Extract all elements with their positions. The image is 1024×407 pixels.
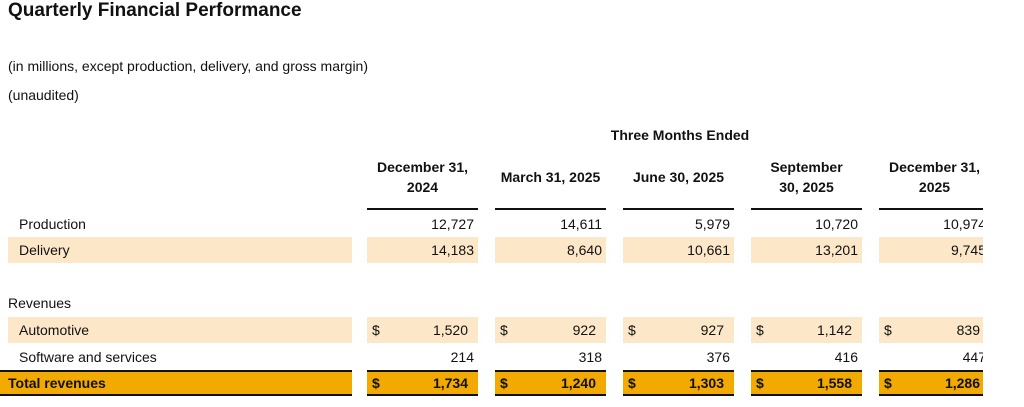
cell-value: 14,611 [560, 216, 602, 232]
currency-symbol: $ [884, 322, 892, 338]
cell-value: 10,661 [687, 242, 730, 258]
note: (in millions, except production, deliver… [8, 58, 369, 74]
cell-value: 318 [578, 349, 602, 365]
cell-band [367, 237, 478, 263]
currency-symbol: $ [884, 375, 892, 391]
cell-value: 927 [700, 322, 724, 338]
column-header: December 31, 2024 [367, 146, 478, 210]
cell-value: 13,201 [815, 242, 858, 258]
cell-band [495, 317, 606, 343]
cell-value: 214 [450, 349, 474, 365]
row-label: Production [19, 216, 86, 232]
column-header-text: September 30, 2025 [770, 159, 843, 195]
row-label: Software and services [19, 349, 157, 365]
column-header: March 31, 2025 [495, 146, 606, 210]
cell-value: 1,520 [432, 322, 468, 338]
cell-band [495, 370, 606, 396]
column-header: September 30, 2025 [751, 146, 862, 210]
cell-value: 8,640 [566, 242, 602, 258]
cell-value: 1,142 [816, 322, 852, 338]
cell-band [879, 317, 983, 343]
cell-value: 416 [834, 349, 858, 365]
cell-band [879, 370, 983, 396]
currency-symbol: $ [756, 375, 764, 391]
cell-band [367, 370, 478, 396]
cell-band [623, 317, 734, 343]
cell-value: 12,727 [431, 216, 474, 232]
cell-value: 5,979 [694, 216, 730, 232]
row-label: Total revenues [8, 375, 106, 391]
cell-band [623, 370, 734, 396]
currency-symbol: $ [500, 322, 508, 338]
currency-symbol: $ [628, 322, 636, 338]
cell-value: 9,745 [950, 242, 983, 258]
cell-value: 10,720 [815, 216, 858, 232]
cell-band [367, 317, 478, 343]
row-band [0, 370, 352, 396]
row-label: Delivery [19, 242, 70, 258]
column-header: June 30, 2025 [623, 146, 734, 210]
cell-band [751, 370, 862, 396]
cell-band [751, 317, 862, 343]
row-band [8, 317, 352, 343]
cell-band [623, 237, 734, 263]
cell-value: 447 [962, 349, 983, 365]
cell-value: 922 [572, 322, 596, 338]
column-header: December 31, 2025 [879, 146, 983, 210]
cell-band [751, 237, 862, 263]
cell-value: 1,286 [944, 375, 980, 391]
cell-band [495, 237, 606, 263]
column-header-text: December 31, 2025 [888, 159, 981, 195]
cell-value: 1,734 [432, 375, 468, 391]
column-header-text: June 30, 2025 [632, 169, 725, 185]
cell-band [879, 237, 983, 263]
currency-symbol: $ [500, 375, 508, 391]
cell-value: 1,303 [688, 375, 724, 391]
row-band [8, 237, 352, 263]
row-label: Revenues [8, 295, 72, 311]
row-label: Automotive [19, 322, 90, 338]
column-header-text: March 31, 2025 [500, 169, 601, 185]
table: December 31, 2024 March 31, 2025 June 30, … [0, 146, 983, 396]
cell-value: 839 [956, 322, 980, 338]
currency-symbol: $ [756, 322, 764, 338]
period-heading: Three Months Ended [610, 127, 750, 143]
cell-value: 1,558 [816, 375, 852, 391]
cell-value: 14,183 [431, 242, 474, 258]
cell-value: 1,240 [560, 375, 596, 391]
currency-symbol: $ [372, 322, 380, 338]
cell-value: 376 [706, 349, 730, 365]
note: (unaudited) [8, 87, 79, 103]
currency-symbol: $ [628, 375, 636, 391]
cell-value: 10,974 [943, 216, 983, 232]
page-title: Quarterly Financial Performance [8, 0, 302, 21]
currency-symbol: $ [372, 375, 380, 391]
column-header-text: December 31, 2024 [376, 159, 469, 195]
